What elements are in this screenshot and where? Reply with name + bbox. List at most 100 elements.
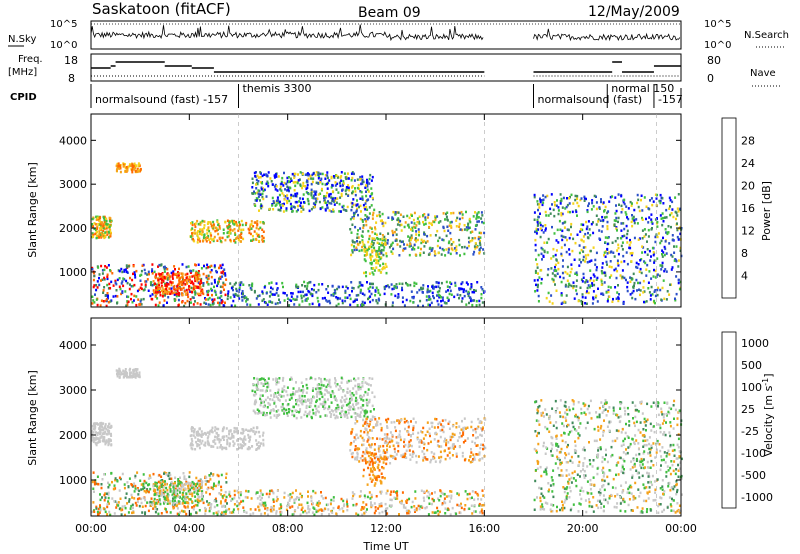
scatter-cell bbox=[656, 273, 659, 276]
scatter-cell bbox=[374, 227, 377, 231]
scatter-cell bbox=[560, 214, 563, 217]
scatter-cell bbox=[184, 487, 187, 490]
scatter-cell bbox=[106, 292, 109, 295]
scatter-cell bbox=[630, 253, 633, 257]
scatter-cell bbox=[339, 412, 342, 415]
scatter-cell bbox=[403, 225, 406, 229]
scatter-cell bbox=[376, 253, 379, 256]
scatter-cell bbox=[197, 481, 200, 485]
scatter-cell bbox=[183, 304, 186, 308]
scatter-cell bbox=[260, 399, 263, 402]
scatter-cell bbox=[151, 503, 153, 506]
scatter-cell bbox=[165, 284, 168, 288]
scatter-cell bbox=[390, 243, 393, 246]
scatter-cell bbox=[97, 437, 100, 440]
scatter-cell bbox=[401, 286, 403, 290]
scatter-cell bbox=[210, 486, 213, 489]
scatter-cell bbox=[257, 192, 260, 196]
scatter-cell bbox=[104, 425, 107, 428]
scatter-cell bbox=[433, 296, 435, 300]
scatter-cell bbox=[191, 500, 193, 503]
scatter-cell bbox=[156, 297, 159, 300]
scatter-cell bbox=[95, 234, 98, 237]
scatter-cell bbox=[299, 183, 302, 186]
scatter-cell bbox=[189, 491, 192, 494]
scatter-cell bbox=[194, 293, 197, 296]
scatter-cell bbox=[381, 438, 384, 441]
scatter-cell bbox=[178, 489, 181, 492]
scatter-cell bbox=[306, 197, 309, 201]
scatter-cell bbox=[101, 221, 104, 224]
scatter-cell bbox=[198, 277, 201, 281]
scatter-cell bbox=[584, 254, 587, 257]
scatter-cell bbox=[252, 192, 254, 195]
scatter-cell bbox=[373, 246, 376, 250]
scatter-cell bbox=[188, 285, 190, 288]
scatter-cell bbox=[341, 299, 344, 302]
scatter-cell bbox=[371, 377, 374, 380]
scatter-cell bbox=[458, 425, 461, 428]
scatter-cell bbox=[192, 487, 195, 491]
scatter-cell bbox=[252, 430, 255, 433]
scatter-cell bbox=[255, 197, 258, 200]
scatter-cell bbox=[533, 195, 536, 199]
scatter-cell bbox=[449, 231, 452, 235]
scatter-cell bbox=[458, 222, 461, 226]
scatter-cell bbox=[207, 277, 210, 280]
scatter-cell bbox=[319, 402, 322, 406]
scatter-cell bbox=[473, 289, 475, 292]
scatter-cell bbox=[134, 484, 137, 488]
scatter-cell bbox=[417, 246, 420, 249]
scatter-cell bbox=[333, 413, 336, 417]
scatter-cell bbox=[311, 180, 314, 184]
scatter-cell bbox=[160, 493, 163, 496]
scatter-cell bbox=[197, 444, 200, 447]
scatter-cell bbox=[164, 490, 167, 494]
scatter-cell bbox=[192, 431, 195, 434]
scatter-cell bbox=[262, 411, 265, 415]
scatter-cell bbox=[371, 240, 374, 244]
scatter-cell bbox=[335, 304, 338, 308]
scatter-cell bbox=[204, 479, 207, 483]
scatter-cell bbox=[378, 252, 381, 255]
scatter-cell bbox=[212, 484, 215, 487]
scatter-cell bbox=[415, 233, 418, 236]
scatter-cell bbox=[367, 240, 370, 244]
scatter-cell bbox=[442, 425, 445, 429]
scatter-cell bbox=[302, 290, 304, 294]
scatter-cell bbox=[341, 396, 344, 399]
scatter-cell bbox=[153, 505, 156, 508]
scatter-cell bbox=[162, 279, 165, 283]
scatter-cell bbox=[195, 277, 198, 281]
scatter-cell bbox=[338, 202, 341, 206]
scatter-cell bbox=[603, 210, 605, 213]
scatter-cell bbox=[321, 403, 324, 406]
scatter-cell bbox=[560, 292, 563, 295]
scatter-cell bbox=[145, 491, 148, 494]
scatter-cell bbox=[172, 270, 175, 273]
scatter-cell bbox=[206, 487, 209, 491]
scatter-cell bbox=[156, 485, 159, 488]
scatter-cell bbox=[331, 190, 334, 193]
scatter-cell bbox=[361, 178, 364, 181]
scatter-cell bbox=[332, 294, 335, 297]
scatter-cell bbox=[229, 238, 232, 242]
scatter-cell bbox=[262, 189, 265, 193]
scatter-cell bbox=[332, 208, 335, 211]
scatter-cell bbox=[273, 402, 276, 405]
scatter-cell bbox=[242, 228, 245, 231]
scatter-cell bbox=[385, 265, 388, 268]
scatter-cell bbox=[435, 281, 438, 284]
scatter-cell bbox=[572, 284, 575, 288]
scatter-cell bbox=[99, 432, 101, 436]
ytick-label: 4000 bbox=[59, 134, 87, 147]
scatter-cell bbox=[263, 286, 266, 289]
scatter-cell bbox=[222, 428, 224, 431]
scatter-cell bbox=[261, 434, 264, 437]
scatter-cell bbox=[215, 293, 218, 296]
scatter-cell bbox=[202, 239, 205, 242]
scatter-cell bbox=[438, 296, 441, 299]
scatter-cell bbox=[125, 166, 128, 169]
scatter-cell bbox=[161, 286, 164, 289]
scatter-cell bbox=[252, 409, 255, 412]
